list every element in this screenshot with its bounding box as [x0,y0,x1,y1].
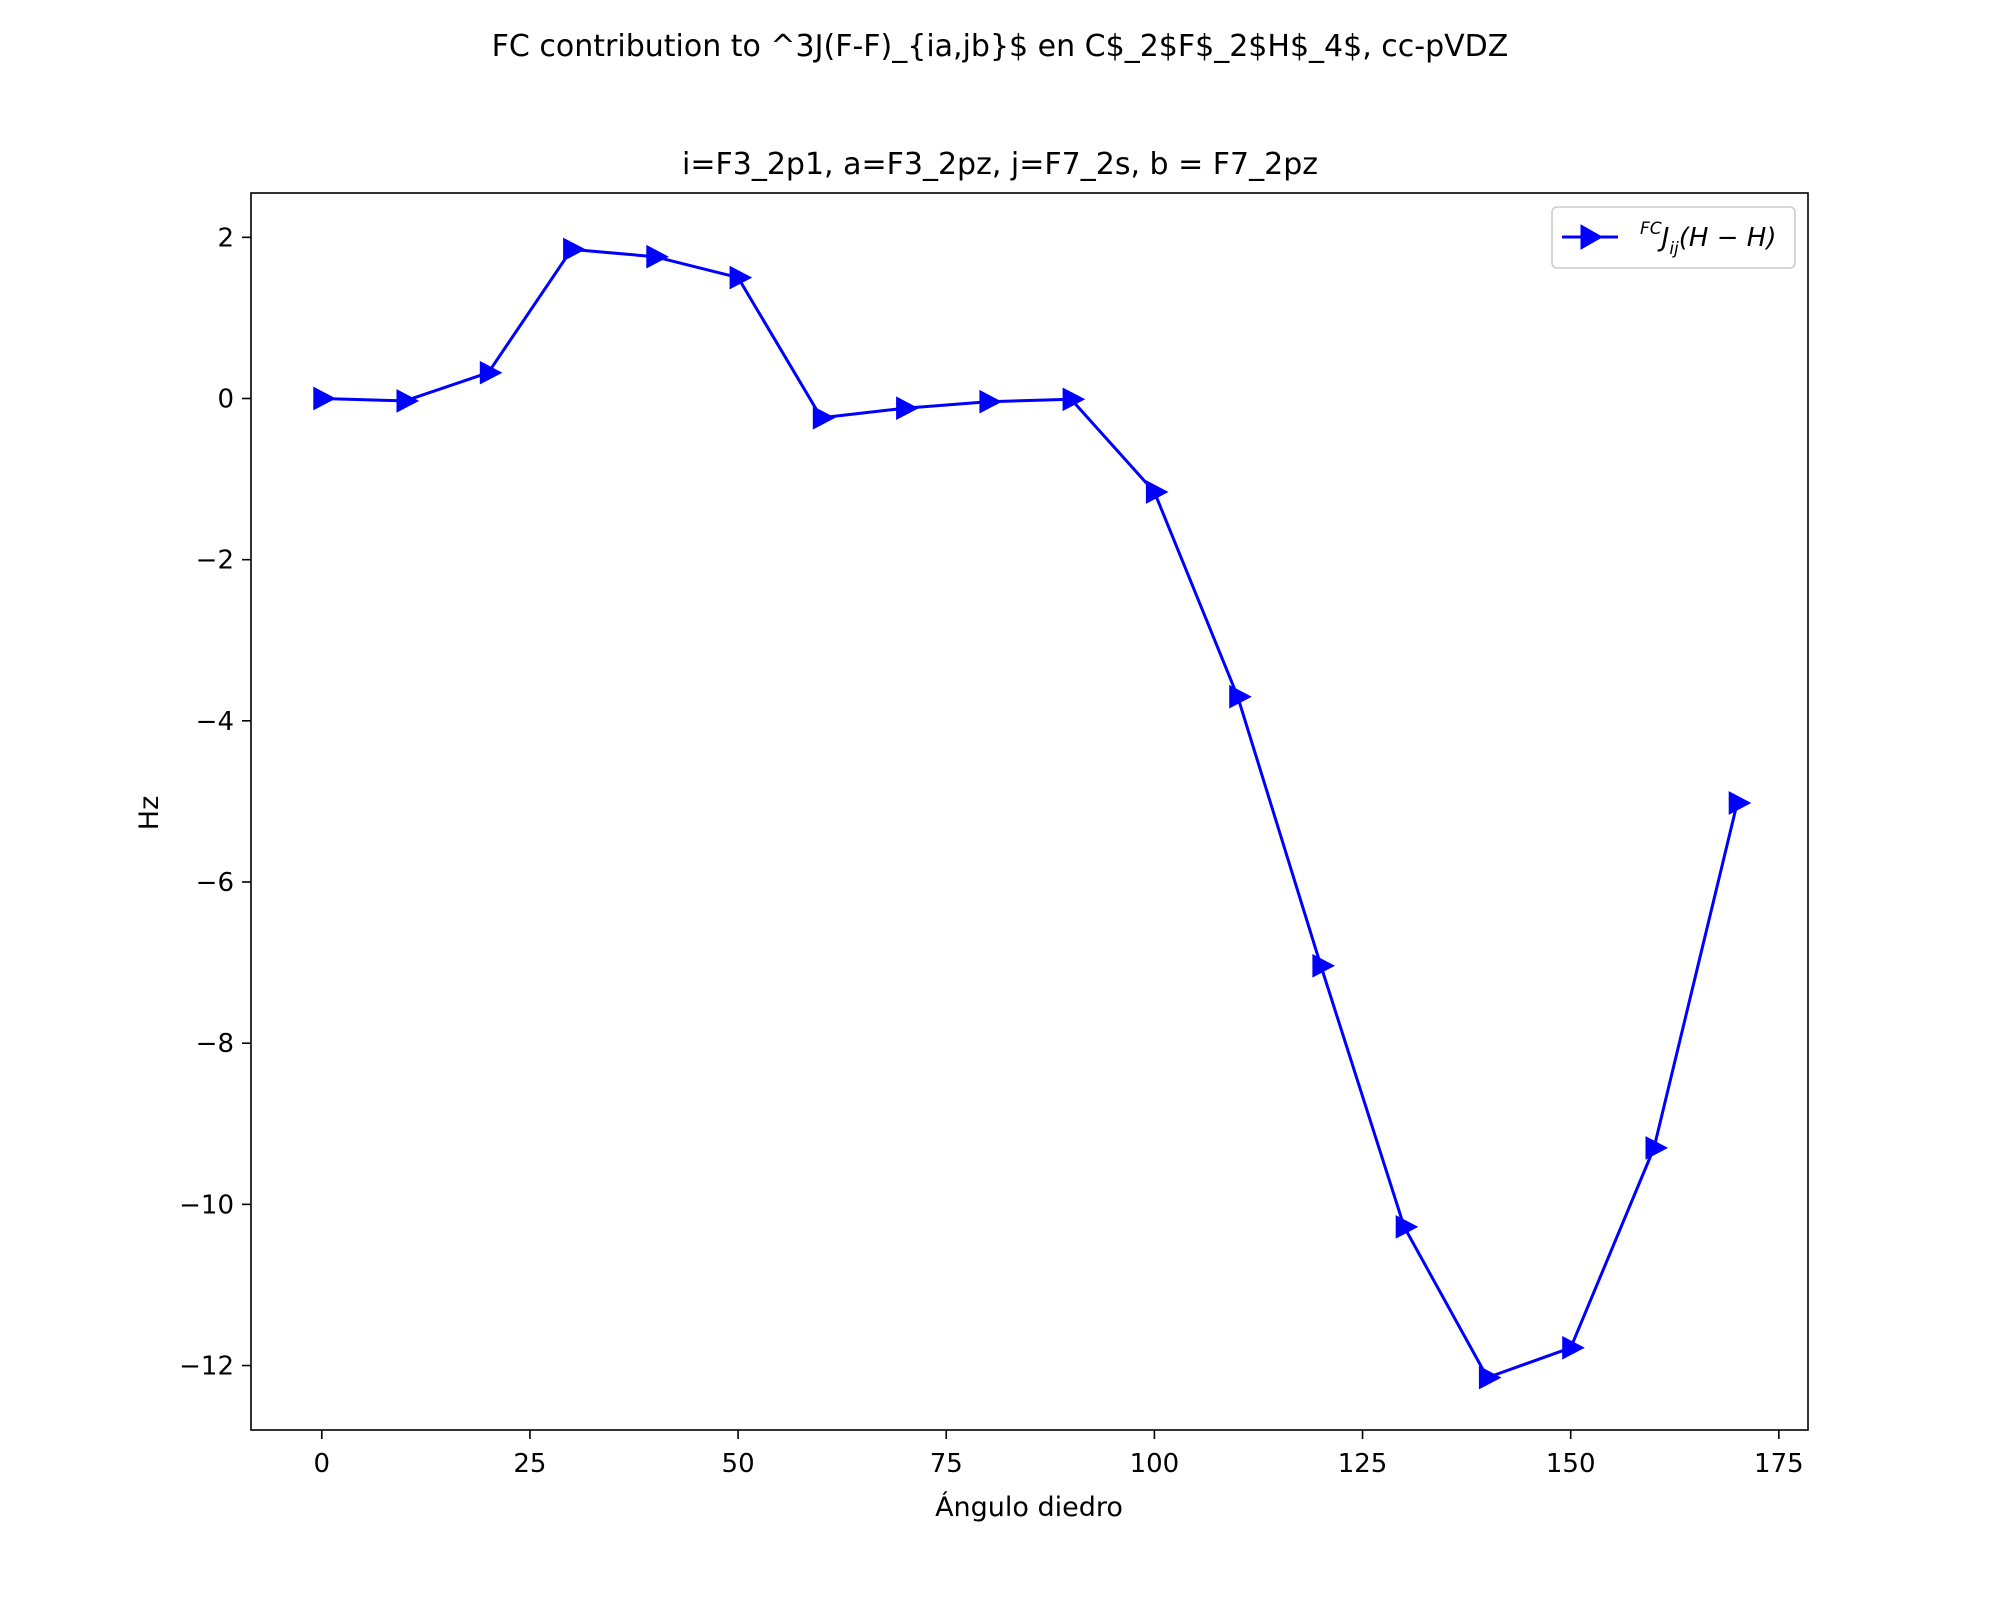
legend-label-subscript: ij [1669,239,1679,259]
x-tick-label: 0 [313,1449,330,1479]
legend-marker-swatch [1580,224,1604,250]
x-tick-label: 50 [722,1449,755,1479]
x-tick-label: 150 [1546,1449,1596,1479]
data-point-marker [1645,1136,1669,1160]
data-point-marker [1145,480,1169,504]
y-tick-label: 0 [217,384,234,414]
chart-title: i=F3_2p1, a=F3_2pz, j=F7_2s, b = F7_2pz [682,147,1318,182]
data-point-marker [1562,1335,1585,1360]
y-tick-label: −12 [179,1352,234,1382]
data-point-marker [1728,791,1752,815]
series-layer [313,237,1752,1390]
series-line [321,247,1739,1380]
x-tick-label: 125 [1338,1449,1388,1479]
y-axis-ticks: 2 0 −2 −4 −6 −8 −10 −12 [179,223,251,1382]
data-point-marker [1478,1365,1502,1390]
figure-suptitle: FC contribution to ^3J(F-F)_{ia,jb}$ en … [492,29,1509,64]
data-point-marker [1395,1215,1419,1239]
data-point-marker [563,237,586,262]
data-point-marker [1229,684,1252,709]
legend-label: FCJij(H − H) [1640,219,1776,259]
data-point-marker [313,386,336,411]
y-tick-label: −4 [196,707,234,737]
y-axis-label: Hz [134,796,165,830]
legend: FCJij(H − H) [1551,206,1796,269]
y-tick-label: 2 [217,223,234,253]
data-point-marker [1062,387,1086,412]
legend-box [1551,206,1796,269]
y-tick-label: −6 [196,868,234,898]
data-point-marker [1312,953,1335,978]
x-tick-label: 75 [930,1449,963,1479]
y-tick-label: −10 [179,1190,234,1220]
data-point-marker [729,265,753,290]
data-point-marker [479,360,503,385]
data-point-marker [396,389,420,413]
axes-frame [250,192,1809,1431]
x-tick-label: 175 [1754,1449,1804,1479]
plot-area [250,192,1809,1431]
data-point-marker [896,396,919,421]
x-axis-ticks: 0 25 50 75 100 125 150 175 [313,1430,1804,1479]
data-point-marker [979,389,1002,414]
data-point-marker [646,244,669,269]
legend-label-superscript: FC [1640,219,1662,239]
y-tick-label: −8 [196,1029,234,1059]
x-tick-label: 25 [513,1449,546,1479]
y-tick-label: −2 [196,546,234,576]
x-tick-label: 100 [1130,1449,1180,1479]
data-point-marker [812,405,836,430]
x-axis-label: Ángulo diedro [935,1491,1123,1523]
legend-label-text: (H − H) [1679,223,1777,253]
